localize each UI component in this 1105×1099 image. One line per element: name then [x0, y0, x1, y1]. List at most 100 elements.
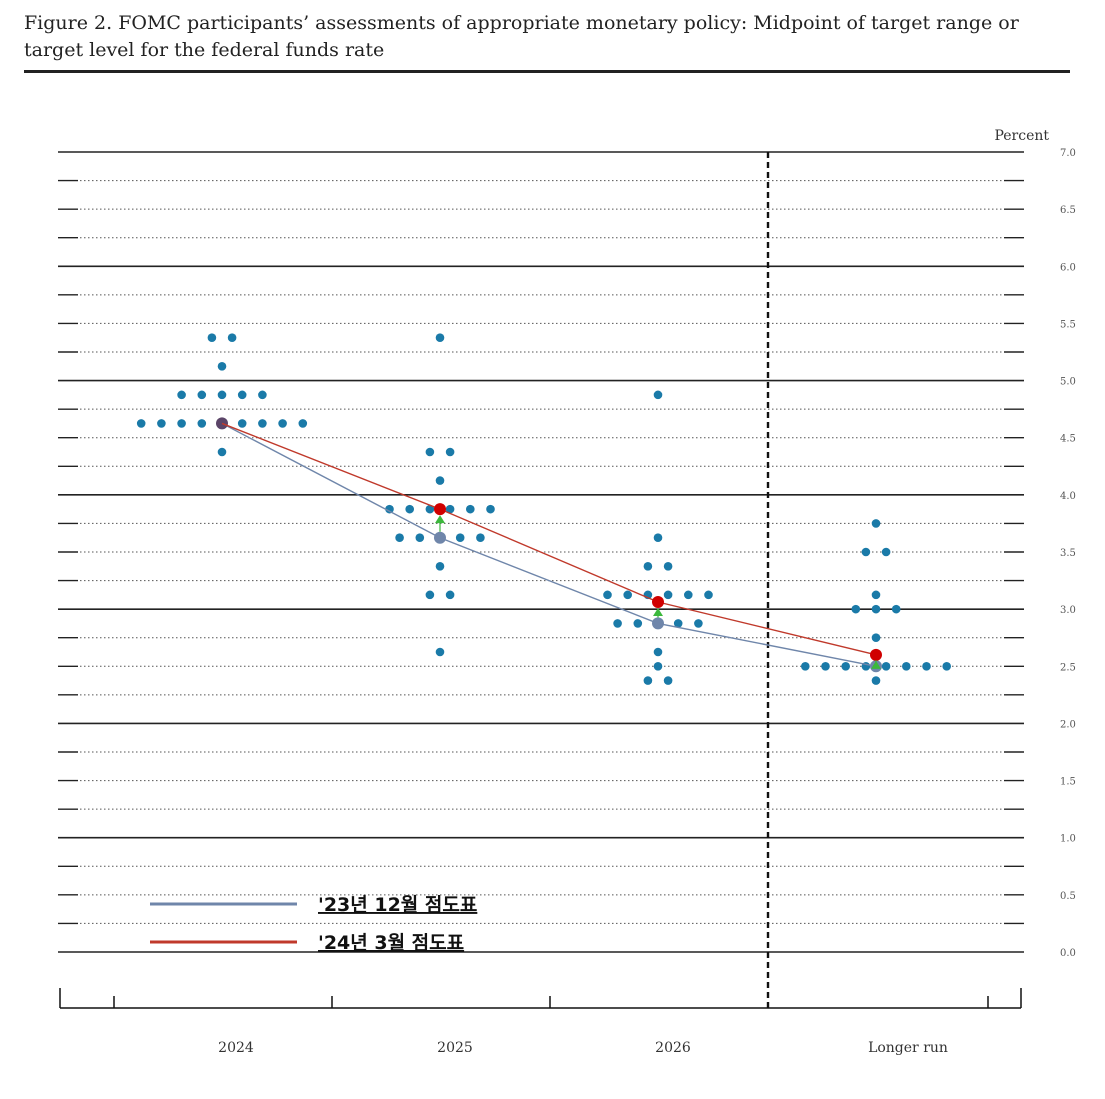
- participant-dot: [425, 590, 435, 600]
- participant-dot: [217, 447, 227, 457]
- participant-dot: [258, 419, 267, 428]
- participant-dot: [821, 661, 830, 671]
- y-tick-label: 3.0: [1060, 605, 1076, 616]
- participant-dot: [613, 619, 622, 628]
- participant-dot: [871, 676, 881, 685]
- participant-dot: [217, 361, 227, 371]
- participant-dot: [891, 604, 901, 614]
- participant-dot: [455, 533, 465, 543]
- y-tick-label: 0.0: [1060, 948, 1076, 959]
- y-tick-label: 0.5: [1060, 891, 1076, 902]
- participant-dot: [871, 590, 881, 600]
- y-tick-label: 4.5: [1060, 434, 1076, 445]
- participant-dot: [136, 419, 146, 428]
- change-arrow-head: [435, 515, 445, 524]
- median-marker: [870, 648, 882, 661]
- participant-dots: [136, 333, 951, 685]
- grid-lines: [58, 151, 1024, 953]
- chart-title: Figure 2. FOMC participants’ assessments…: [24, 12, 1019, 61]
- y-tick-label: 1.5: [1060, 777, 1076, 788]
- participant-dot: [445, 447, 455, 457]
- median-line-2: [221, 422, 877, 656]
- participant-dot: [486, 504, 495, 514]
- participant-dot: [663, 561, 673, 571]
- change-arrow-head: [871, 660, 881, 669]
- x-tick-label: 2026: [655, 1040, 691, 1056]
- participant-dot: [177, 419, 186, 428]
- y-axis-unit-label: Percent: [994, 128, 1049, 144]
- median-marker: [652, 617, 664, 630]
- participant-dot: [653, 390, 663, 400]
- participant-dot: [445, 504, 455, 514]
- y-tick-label: 1.0: [1060, 834, 1076, 845]
- participant-dot: [466, 504, 475, 514]
- median-marker: [652, 596, 664, 608]
- x-tick-label: 2025: [437, 1040, 473, 1056]
- participant-dot: [197, 390, 207, 400]
- participant-dot: [425, 504, 435, 514]
- y-tick-label: 7.0: [1060, 148, 1076, 159]
- participant-dot: [227, 333, 237, 343]
- median-line-1: [221, 422, 877, 667]
- participant-dot: [237, 419, 247, 428]
- participant-dot: [643, 676, 653, 685]
- participant-dot: [395, 533, 404, 543]
- participant-dot: [704, 590, 713, 600]
- participant-dot: [445, 590, 455, 600]
- participant-dot: [177, 390, 186, 400]
- y-tick-label: 6.0: [1060, 262, 1076, 273]
- x-axis: [59, 988, 1022, 1009]
- legend-label: '24년 3월 점도표: [318, 932, 464, 954]
- participant-dot: [415, 533, 425, 543]
- title-rule: [24, 70, 1070, 73]
- change-arrow-head: [653, 608, 663, 616]
- participant-dot: [922, 661, 931, 671]
- x-tick-label: 2024: [218, 1040, 254, 1056]
- participant-dot: [217, 390, 227, 400]
- participant-dot: [694, 619, 703, 628]
- y-tick-label: 4.0: [1060, 491, 1076, 502]
- participant-dot: [476, 533, 485, 543]
- participant-dot: [871, 633, 881, 643]
- participant-dot: [673, 619, 683, 628]
- participant-dot: [623, 590, 632, 600]
- participant-dot: [425, 447, 435, 457]
- participant-dot: [881, 661, 891, 671]
- median-lines: [216, 417, 882, 673]
- x-tick-label: Longer run: [868, 1040, 948, 1056]
- participant-dot: [207, 333, 217, 343]
- y-tick-label: 2.5: [1060, 662, 1076, 673]
- participant-dot: [861, 547, 871, 557]
- participant-dot: [633, 619, 643, 628]
- participant-dot: [663, 590, 673, 600]
- participant-dot: [643, 561, 653, 571]
- participant-dot: [871, 519, 881, 528]
- y-tick-label: 3.5: [1060, 548, 1076, 559]
- participant-dot: [258, 390, 267, 400]
- participant-dot: [942, 661, 951, 671]
- participant-dot: [157, 419, 166, 428]
- participant-dot: [435, 476, 445, 485]
- participant-dot: [801, 661, 810, 671]
- participant-dot: [851, 604, 861, 614]
- y-tick-labels: 0.0 0.5 1.0 1.5 2.0 2.5 3.0 3.5 4.0 4.5 5.0 5.5 6.0 6…: [1060, 148, 1076, 959]
- participant-dot: [435, 333, 445, 343]
- y-tick-label: 5.0: [1060, 377, 1076, 388]
- participant-dot: [653, 661, 663, 671]
- legend: '23년 12월 점도표 '24년 3월 점도표: [150, 894, 477, 954]
- y-tick-label: 6.5: [1060, 205, 1076, 216]
- y-tick-label: 5.5: [1060, 319, 1076, 330]
- participant-dot: [653, 533, 663, 543]
- participant-dot: [435, 647, 445, 657]
- participant-dot: [871, 604, 881, 614]
- participant-dot: [902, 661, 911, 671]
- participant-dot: [881, 547, 891, 557]
- participant-dot: [663, 676, 673, 685]
- participant-dot: [684, 590, 693, 600]
- y-tick-label: 2.0: [1060, 719, 1076, 730]
- participant-dot: [603, 590, 612, 600]
- participant-dot: [278, 419, 287, 428]
- participant-dot: [385, 504, 394, 514]
- participant-dot: [405, 504, 415, 514]
